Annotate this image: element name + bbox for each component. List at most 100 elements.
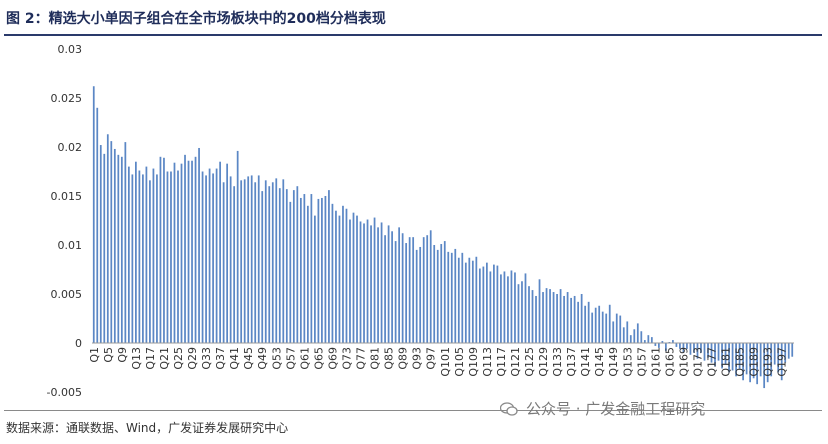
bar	[380, 222, 383, 343]
bar	[433, 245, 436, 343]
x-tick-label: Q21	[158, 347, 171, 370]
bar	[700, 343, 702, 353]
bar	[612, 321, 615, 343]
bar	[770, 343, 773, 377]
bar	[222, 182, 225, 343]
bar	[166, 171, 169, 343]
bar	[92, 86, 95, 344]
x-tick-label: Q5	[102, 347, 115, 363]
bar	[643, 340, 646, 343]
bar	[549, 289, 551, 343]
bar	[240, 180, 243, 343]
x-tick-label: Q177	[706, 347, 719, 377]
bar	[208, 168, 211, 343]
bar	[275, 178, 278, 343]
bar	[500, 274, 502, 343]
x-tick-label: Q17	[144, 347, 157, 370]
bar	[468, 257, 471, 343]
bar	[264, 180, 267, 343]
x-tick-label: Q77	[355, 347, 368, 370]
bar	[521, 281, 523, 343]
bar	[215, 168, 218, 343]
bar	[426, 235, 429, 343]
bar	[408, 237, 411, 343]
bar	[328, 190, 330, 343]
x-tick-label: Q85	[383, 347, 396, 370]
bar	[454, 248, 457, 343]
bar	[605, 313, 608, 343]
bar	[759, 343, 762, 377]
bar	[689, 343, 692, 355]
bar	[310, 194, 313, 343]
bar	[324, 196, 327, 343]
bar	[429, 230, 432, 343]
bar	[650, 337, 653, 343]
bar	[205, 175, 207, 343]
bar	[486, 262, 488, 343]
bar	[152, 168, 155, 343]
bar	[559, 289, 562, 343]
x-tick-label: Q89	[397, 347, 410, 370]
x-tick-label: Q101	[439, 347, 452, 377]
bar	[665, 343, 667, 351]
watermark: 公众号 · 广发金融工程研究	[500, 398, 705, 419]
bar	[349, 219, 351, 343]
bar	[254, 182, 257, 343]
bar	[535, 295, 537, 343]
bar	[608, 304, 611, 343]
x-tick-label: Q53	[270, 347, 283, 370]
x-tick-label: Q29	[186, 347, 199, 370]
bar	[229, 176, 232, 343]
x-tick-label: Q81	[369, 347, 382, 370]
bar	[352, 212, 355, 343]
bar	[450, 252, 453, 343]
data-source-note: 数据来源：通联数据、Wind，广发证券发展研究中心	[6, 421, 289, 435]
bar	[377, 227, 379, 343]
bar	[475, 256, 478, 343]
bar	[419, 246, 422, 343]
x-tick-label: Q181	[720, 347, 733, 377]
x-tick-label: Q113	[481, 347, 494, 377]
bar	[629, 335, 632, 343]
bar	[345, 208, 348, 343]
bar	[647, 335, 650, 343]
bar	[461, 252, 464, 343]
bar	[787, 343, 790, 359]
y-tick-label: 0.01	[58, 239, 83, 252]
bar	[791, 343, 794, 357]
bar	[243, 179, 246, 343]
bar	[707, 343, 709, 358]
bar	[120, 156, 123, 343]
bar	[440, 244, 443, 343]
x-tick-label: Q137	[565, 347, 578, 377]
bar	[103, 153, 106, 343]
bar	[198, 147, 200, 343]
bar	[482, 266, 485, 343]
bar	[142, 174, 144, 343]
bar	[742, 343, 744, 381]
bar	[226, 163, 229, 343]
bar	[626, 321, 629, 343]
bar	[763, 343, 766, 389]
bar	[507, 276, 509, 343]
bar	[531, 290, 534, 343]
bar	[257, 175, 260, 343]
bar	[524, 273, 527, 343]
bar	[570, 297, 572, 343]
wechat-icon	[500, 402, 518, 416]
bar	[717, 343, 720, 361]
x-tick-label: Q9	[116, 347, 129, 363]
bar	[675, 343, 678, 347]
bar	[219, 161, 221, 343]
x-tick-label: Q129	[537, 347, 550, 377]
bar	[661, 341, 664, 343]
bar	[436, 249, 439, 343]
bar	[756, 343, 759, 385]
x-tick-label: Q97	[425, 347, 438, 370]
bar	[703, 343, 706, 361]
bar	[159, 156, 162, 343]
x-tick-label: Q197	[776, 347, 789, 377]
bar	[552, 292, 555, 343]
bar	[233, 186, 236, 343]
bar	[271, 182, 274, 343]
